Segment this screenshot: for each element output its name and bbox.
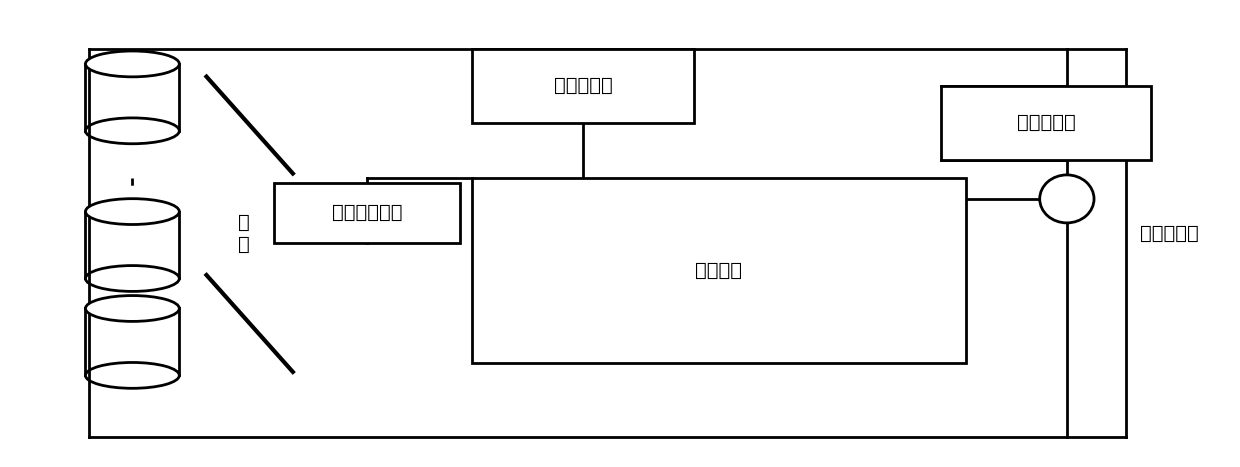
- Text: 充放电单元: 充放电单元: [553, 76, 613, 95]
- Text: 充放电接口: 充放电接口: [1017, 113, 1075, 132]
- Polygon shape: [86, 64, 180, 131]
- Polygon shape: [86, 212, 180, 278]
- Text: 电流传感器: 电流传感器: [1140, 224, 1199, 243]
- Ellipse shape: [86, 198, 180, 225]
- Text: 控制单元: 控制单元: [696, 261, 743, 280]
- Bar: [472, 178, 966, 363]
- Text: 加速度传感器: 加速度传感器: [331, 203, 402, 222]
- Ellipse shape: [1039, 175, 1094, 223]
- Bar: [274, 183, 460, 243]
- Bar: [472, 49, 694, 123]
- Polygon shape: [86, 309, 180, 375]
- Ellipse shape: [86, 362, 180, 389]
- Ellipse shape: [86, 118, 180, 144]
- Bar: [941, 86, 1151, 160]
- Ellipse shape: [86, 266, 180, 291]
- Ellipse shape: [86, 296, 180, 321]
- Ellipse shape: [86, 51, 180, 77]
- Text: 电
芯: 电 芯: [238, 213, 249, 254]
